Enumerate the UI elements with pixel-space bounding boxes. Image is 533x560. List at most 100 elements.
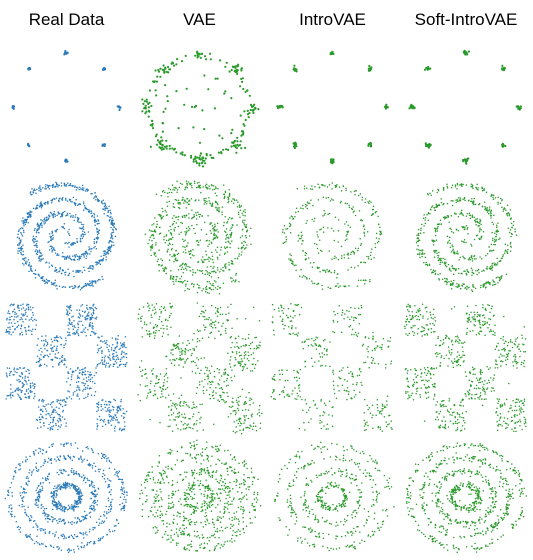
scatter-point (298, 387, 300, 389)
scatter-point (98, 222, 100, 225)
scatter-point (161, 335, 164, 338)
scatter-point (322, 269, 324, 271)
scatter-point (22, 244, 24, 246)
scatter-point (82, 234, 85, 236)
scatter-point (195, 161, 198, 165)
scatter-point (162, 307, 165, 310)
scatter-point (281, 231, 284, 233)
scatter-point (233, 198, 235, 200)
scatter-point (367, 350, 369, 353)
scatter-point (184, 428, 187, 430)
scatter-point (423, 232, 425, 234)
scatter-point (491, 231, 493, 234)
scatter-point (238, 418, 241, 421)
scatter-point (59, 419, 62, 422)
scatter-point (491, 221, 493, 223)
scatter-point (47, 403, 49, 405)
scatter-point (270, 395, 273, 398)
scatter-point (224, 368, 227, 370)
scatter-point (272, 390, 275, 393)
scatter-point (455, 268, 458, 270)
scatter-point (246, 113, 250, 116)
scatter-point (438, 251, 440, 254)
scatter-point (346, 238, 348, 240)
scatter-point (69, 306, 72, 308)
scatter-point (204, 157, 207, 160)
scatter-point (188, 418, 190, 420)
scatter-point (218, 207, 221, 209)
scatter-point (232, 351, 234, 354)
scatter-point (421, 252, 424, 254)
scatter-point (165, 368, 168, 370)
scatter-point (148, 239, 151, 241)
scatter-panel-spiral-real-data (0, 175, 133, 297)
scatter-point (75, 186, 78, 189)
scatter-point (36, 229, 38, 231)
scatter-point (170, 352, 172, 354)
scatter-point (97, 237, 100, 239)
scatter-point (456, 199, 459, 201)
scatter-point (167, 239, 170, 242)
scatter-point (29, 212, 31, 214)
scatter-point (83, 252, 86, 255)
scatter-point (509, 229, 512, 231)
scatter-point (94, 391, 97, 393)
scatter-point (357, 332, 360, 334)
scatter-point (363, 233, 366, 235)
scatter-point (239, 114, 242, 117)
scatter-point (87, 231, 90, 233)
scatter-point (216, 237, 218, 239)
scatter-point (9, 372, 11, 375)
scatter-point (370, 201, 372, 203)
scatter-point (505, 273, 508, 276)
scatter-point (39, 260, 42, 262)
scatter-point (87, 189, 90, 191)
scatter-point (158, 70, 161, 73)
scatter-point (81, 315, 84, 317)
scatter-point (144, 112, 147, 115)
scatter-point (43, 422, 45, 424)
scatter-point (297, 395, 299, 397)
scatter-point (353, 210, 355, 212)
scatter-point (367, 424, 369, 427)
scatter-point (490, 209, 493, 211)
scatter-point (466, 159, 469, 162)
scatter-point (474, 287, 477, 290)
scatter-point (137, 313, 140, 315)
scatter-point (253, 103, 256, 106)
scatter-point (249, 347, 252, 350)
scatter-point (289, 217, 291, 219)
scatter-point (201, 159, 205, 162)
scatter-point (86, 253, 89, 255)
scatter-point (507, 227, 510, 229)
scatter-point (374, 211, 377, 214)
scatter-point (226, 222, 228, 224)
scatter-point (311, 218, 313, 221)
scatter-point (185, 87, 188, 90)
scatter-point (52, 216, 55, 219)
scatter-point (53, 247, 55, 249)
scatter-point (102, 363, 104, 365)
scatter-point (480, 228, 483, 231)
scatter-point (493, 243, 495, 246)
scatter-point (64, 404, 66, 406)
scatter-point (37, 338, 39, 340)
scatter-point (123, 345, 125, 348)
scatter-point (96, 200, 99, 202)
scatter-point (325, 197, 327, 199)
scatter-point (487, 280, 489, 283)
scatter-point (175, 199, 178, 201)
scatter-point (211, 284, 213, 286)
scatter-point (81, 189, 83, 191)
scatter-point (333, 392, 336, 395)
scatter-point (155, 226, 158, 228)
scatter-point (61, 405, 64, 408)
scatter-point (102, 254, 105, 257)
scatter-point (347, 230, 350, 232)
scatter-point (463, 256, 465, 259)
scatter-point (197, 261, 199, 264)
scatter-point (50, 358, 53, 361)
scatter-point (20, 324, 23, 326)
scatter-point (40, 353, 42, 356)
scatter-point (143, 321, 146, 323)
